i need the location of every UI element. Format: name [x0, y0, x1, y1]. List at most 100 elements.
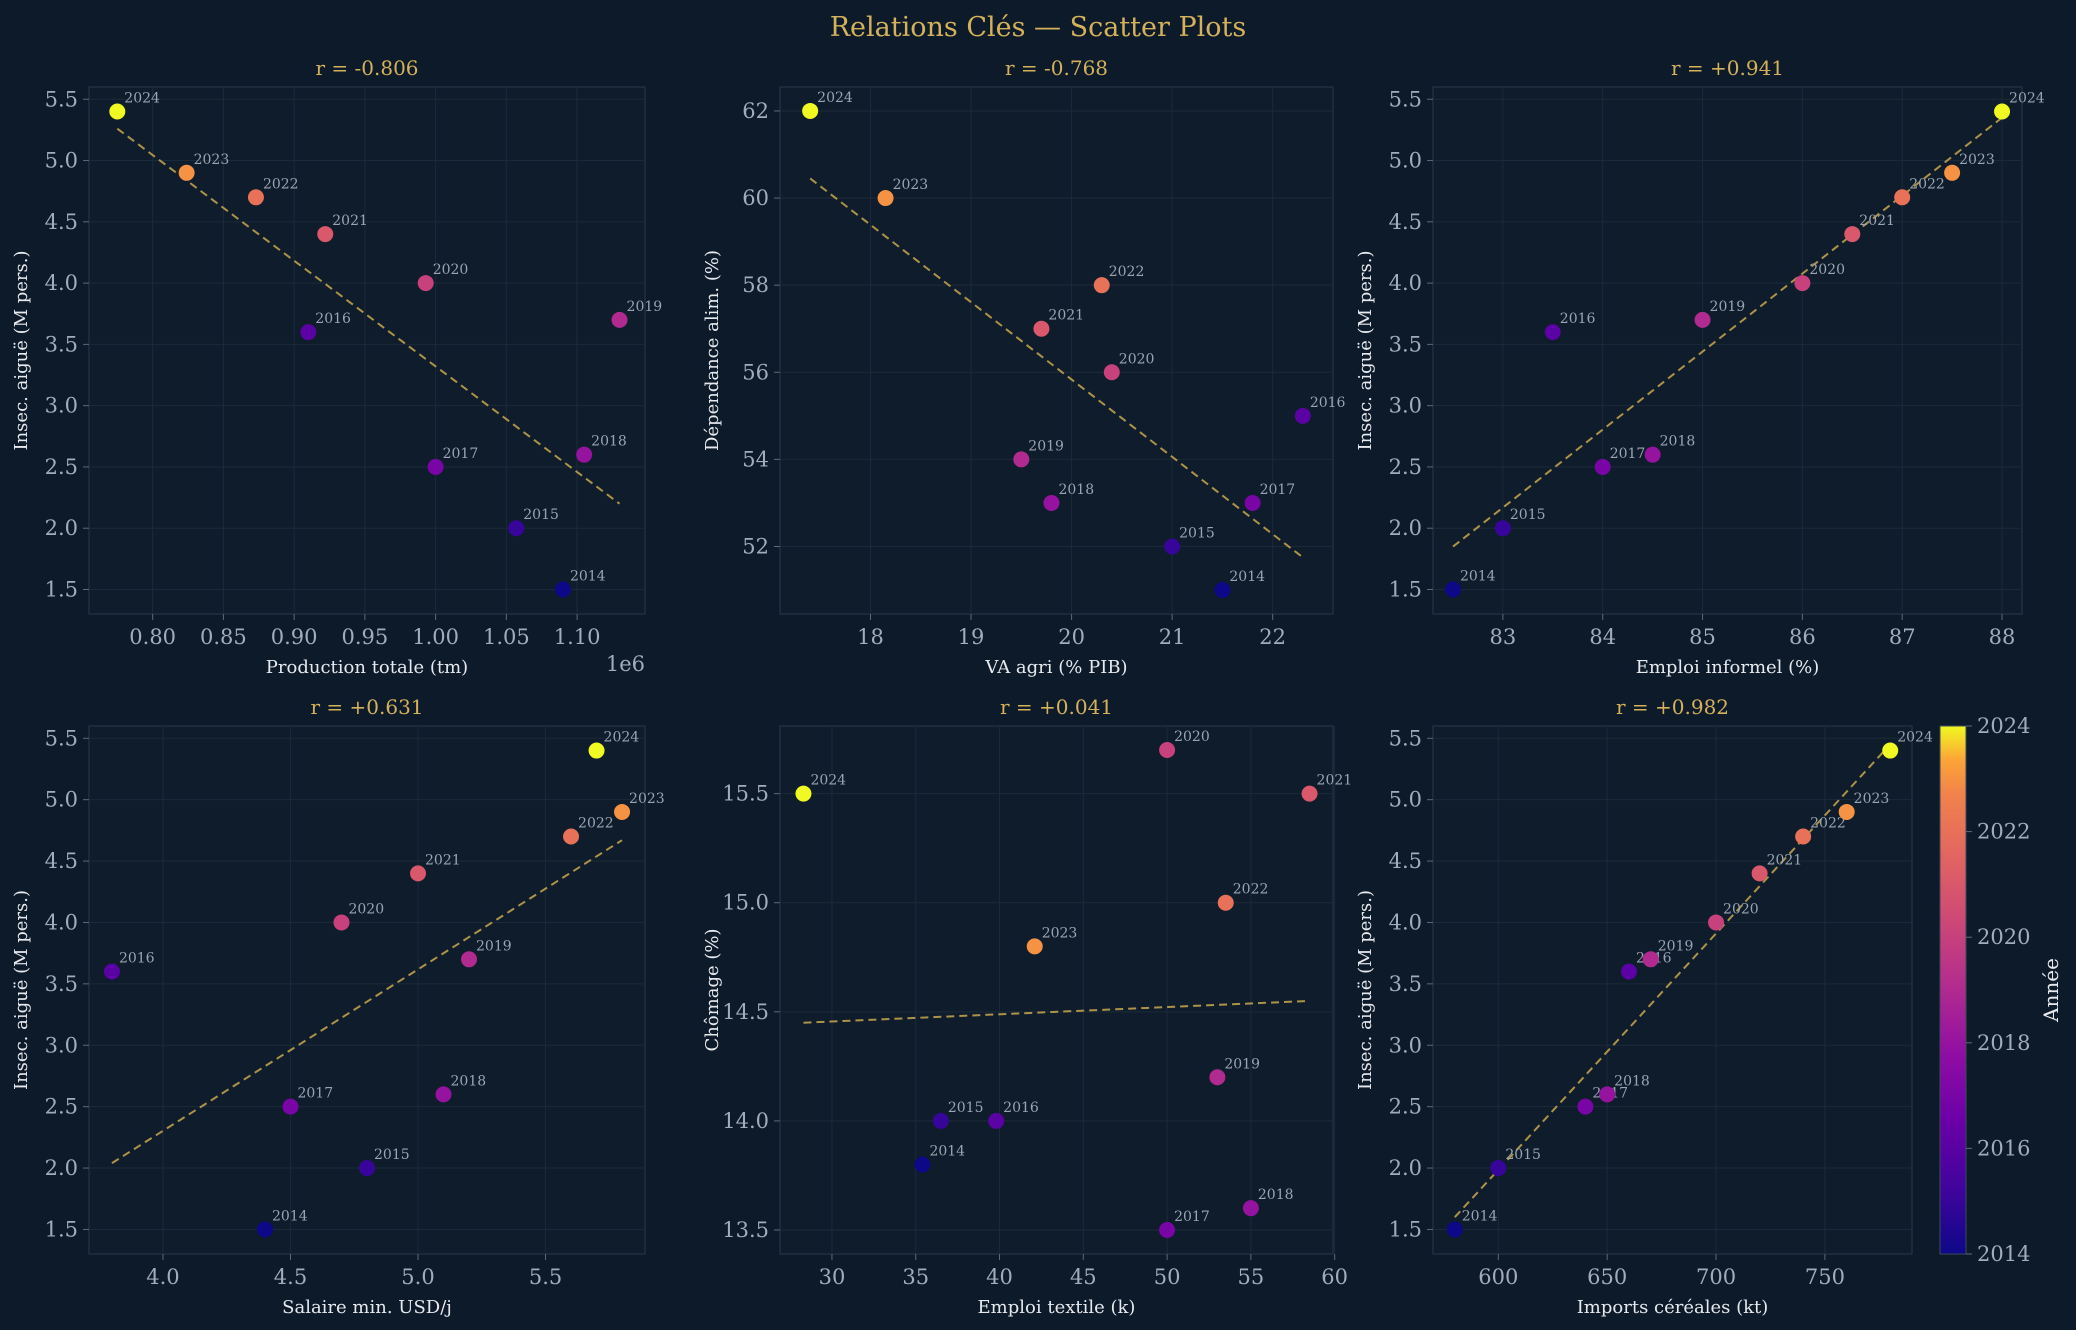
point-label: 2015 [1510, 507, 1546, 523]
x-tick-label: 0.90 [271, 625, 318, 649]
data-point-2024 [109, 103, 126, 120]
x-tick-label: 1.00 [412, 625, 459, 649]
y-tick-label: 3.5 [45, 332, 78, 356]
data-point-2016 [988, 1112, 1005, 1129]
colorbar-tick-label: 2016 [1977, 1136, 2030, 1160]
x-offset-label: 1e6 [606, 652, 645, 676]
x-tick-label: 700 [1696, 1265, 1736, 1289]
y-axis-label: Insec. aiguë (M pers.) [1355, 250, 1376, 450]
x-tick-label: 45 [1070, 1265, 1097, 1289]
y-axis-label: Insec. aiguë (M pers.) [11, 250, 32, 450]
point-label: 2019 [627, 299, 663, 315]
data-point-2018 [1242, 1200, 1259, 1217]
x-axis-label: Imports céréales (kt) [1577, 1297, 1769, 1318]
y-tick-label: 54 [742, 447, 769, 471]
plot-area [1432, 725, 1913, 1255]
point-label: 2021 [1317, 773, 1353, 789]
y-tick-label: 4.5 [45, 210, 78, 234]
y-tick-label: 1.5 [1389, 577, 1422, 601]
data-point-2017 [427, 458, 444, 475]
x-tick-label: 5.5 [529, 1265, 562, 1289]
point-label: 2023 [1854, 791, 1890, 807]
point-label: 2018 [1614, 1073, 1650, 1089]
colorbar-tick-label: 2022 [1977, 820, 2030, 844]
x-tick-label: 750 [1805, 1265, 1845, 1289]
x-tick-label: 19 [958, 625, 985, 649]
trend-line [116, 127, 621, 505]
colorbar-tick-label: 2024 [1977, 714, 2030, 738]
point-label: 2015 [948, 1100, 984, 1116]
x-tick-label: 55 [1238, 1265, 1265, 1289]
point-label: 2020 [1809, 262, 1845, 278]
point-label: 2024 [604, 730, 640, 746]
data-point-2018 [576, 446, 593, 463]
data-point-2022 [1894, 189, 1911, 206]
point-label: 2018 [1058, 482, 1094, 498]
trend-line [803, 999, 1310, 1024]
point-label: 2014 [1229, 569, 1265, 585]
point-label: 2017 [1260, 482, 1296, 498]
point-label: 2018 [1660, 434, 1696, 450]
point-label: 2024 [1897, 730, 1933, 746]
data-point-2014 [914, 1156, 931, 1173]
y-tick-label: 52 [742, 534, 769, 558]
colorbar-tick-label: 2018 [1977, 1031, 2030, 1055]
x-tick-label: 87 [1889, 625, 1916, 649]
x-tick-label: 35 [902, 1265, 929, 1289]
data-point-2021 [1751, 865, 1768, 882]
colorbar-label: Année [2039, 958, 2063, 1023]
point-label: 2017 [297, 1086, 333, 1102]
y-tick-label: 3.0 [45, 1033, 78, 1057]
panel-title: r = +0.041 [1000, 695, 1113, 719]
point-label: 2019 [1224, 1056, 1260, 1072]
point-label: 2019 [476, 938, 512, 954]
data-point-2019 [1694, 311, 1711, 328]
data-point-2023 [178, 164, 195, 181]
scatter-panel-5: 30 35 40 45 50 55 60 13.5 14.0 14.5 15.0 15.5 r = +0… [702, 695, 1352, 1318]
x-axis-label: Production totale (tm) [266, 657, 468, 678]
y-tick-label: 15.5 [722, 782, 769, 806]
point-label: 2020 [348, 901, 384, 917]
y-tick-label: 14.0 [722, 1109, 769, 1133]
data-point-2021 [1844, 226, 1861, 243]
data-point-2014 [1446, 1221, 1463, 1238]
x-tick-label: 50 [1154, 1265, 1181, 1289]
point-label: 2015 [374, 1147, 410, 1163]
data-point-2020 [1708, 914, 1725, 931]
y-tick-label: 4.0 [1389, 271, 1422, 295]
y-tick-label: 1.5 [45, 1217, 78, 1241]
trend-line [1454, 743, 1891, 1218]
data-point-2015 [359, 1160, 375, 1177]
y-tick-label: 4.5 [1389, 210, 1422, 234]
panel-title: r = +0.631 [310, 695, 423, 719]
y-tick-label: 3.0 [1389, 394, 1422, 418]
panel-title: r = -0.768 [1005, 56, 1108, 80]
y-tick-label: 5.5 [1389, 726, 1422, 750]
y-tick-label: 3.5 [1389, 972, 1422, 996]
data-point-2019 [1209, 1069, 1226, 1086]
data-point-2019 [461, 951, 478, 968]
plot-area [779, 725, 1334, 1255]
y-tick-label: 3.5 [1389, 332, 1422, 356]
data-point-2024 [1994, 103, 2011, 120]
plot-area [779, 86, 1334, 615]
data-point-2022 [247, 189, 264, 206]
y-tick-label: 56 [742, 360, 769, 384]
figure-title: Relations Clés — Scatter Plots [830, 12, 1247, 43]
point-label: 2014 [1462, 1208, 1498, 1224]
point-label: 2017 [1174, 1209, 1210, 1225]
data-point-2019 [611, 311, 628, 328]
x-tick-label: 60 [1321, 1265, 1348, 1289]
data-point-2022 [1217, 894, 1234, 911]
point-label: 2016 [119, 951, 155, 967]
point-label: 2021 [332, 213, 368, 229]
trend-line [111, 839, 623, 1164]
scatter-panel-6: 600 650 700 750 1.5 2.0 2.5 3.0 3.5 4.0 4.5 5.0 5.5 r… [1355, 695, 1933, 1318]
x-tick-label: 22 [1259, 625, 1286, 649]
data-point-2018 [435, 1086, 452, 1103]
panels: 0.80 0.85 0.90 0.95 1.00 1.05 1.10 1.5 2.0 2.5 3.0… [11, 56, 2045, 1318]
point-label: 2015 [523, 507, 559, 523]
panel-title: r = +0.982 [1616, 695, 1729, 719]
y-tick-label: 2.5 [45, 455, 78, 479]
